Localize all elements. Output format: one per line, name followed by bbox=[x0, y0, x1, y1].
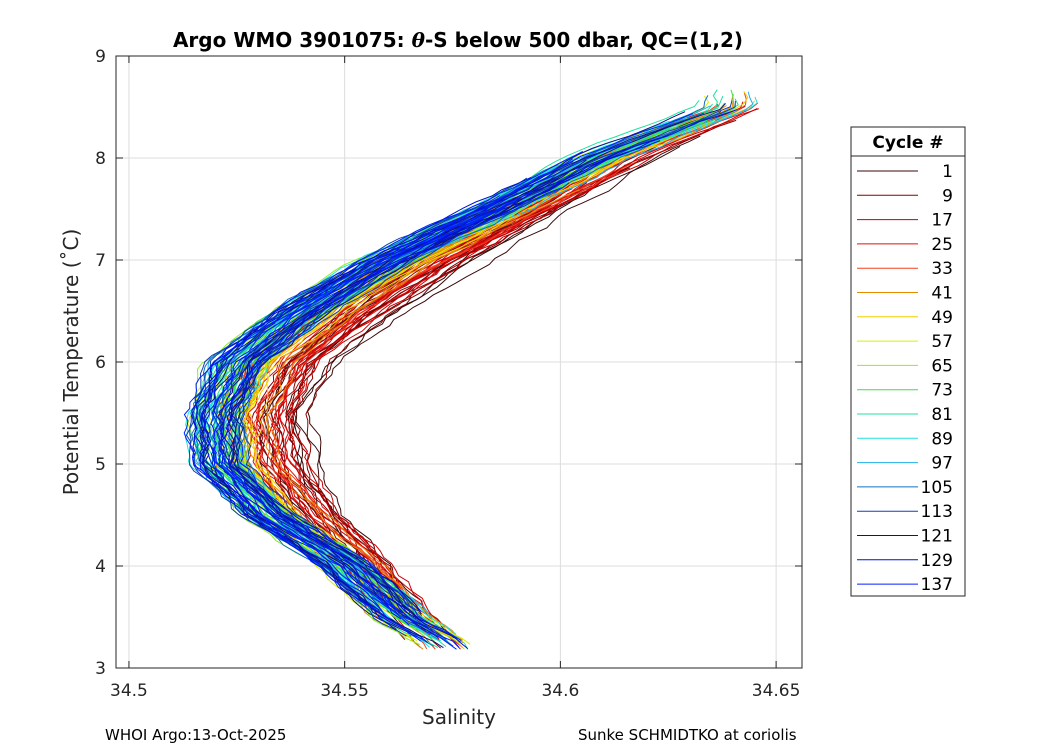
legend-label-25: 25 bbox=[931, 235, 953, 255]
profile-cycle-129 bbox=[225, 140, 661, 649]
profile-lines bbox=[183, 89, 760, 650]
legend: Cycle # 1 9 17 25 33 41 49 57 65 73 81 89 97 105 113 12… bbox=[850, 126, 966, 597]
profile-cycle-113 bbox=[238, 182, 570, 612]
profile-cycle-41 bbox=[265, 189, 579, 644]
title-prefix: Argo WMO 3901075: bbox=[173, 28, 412, 52]
profile-cycle-1 bbox=[292, 185, 593, 603]
chart-title: Argo WMO 3901075: θ-S below 500 dbar, QC… bbox=[173, 28, 743, 52]
legend-label-89: 89 bbox=[931, 429, 953, 449]
profile-cycle-17 bbox=[276, 108, 760, 617]
profile-cycle-137 bbox=[238, 187, 562, 642]
legend-label-97: 97 bbox=[931, 454, 953, 474]
title-suffix: -S below 500 dbar, QC=(1,2) bbox=[425, 28, 743, 52]
legend-items: 1 9 17 25 33 41 49 57 65 73 81 89 97 105 113 121 129 137 bbox=[857, 162, 953, 595]
legend-label-17: 17 bbox=[931, 211, 953, 231]
y-tick-label: 7 bbox=[95, 251, 106, 271]
footer-left: WHOI Argo:13-Oct-2025 bbox=[105, 726, 286, 744]
x-tick-label: 34.6 bbox=[541, 681, 579, 701]
profile-cycle-105 bbox=[191, 164, 559, 612]
axis-ticks: 34.5 34.55 34.6 34.65 3 4 5 6 7 8 9 bbox=[95, 47, 802, 701]
legend-box bbox=[850, 126, 966, 597]
x-axis-label: Salinity bbox=[422, 705, 496, 729]
profile-cycle-33 bbox=[262, 161, 636, 616]
x-tick-label: 34.5 bbox=[110, 681, 148, 701]
y-tick-label: 4 bbox=[95, 557, 106, 577]
profile-cycle-129 bbox=[200, 175, 553, 611]
legend-label-137: 137 bbox=[921, 575, 953, 595]
y-tick-label: 3 bbox=[95, 659, 106, 679]
profile-cycle-137 bbox=[202, 158, 573, 612]
legend-label-49: 49 bbox=[931, 308, 953, 328]
x-tick-label: 34.65 bbox=[752, 681, 801, 701]
footer-right: Sunke SCHMIDTKO at coriolis bbox=[578, 726, 797, 744]
legend-label-41: 41 bbox=[931, 284, 953, 304]
y-axis-label: Potential Temperature (˚C) bbox=[59, 229, 83, 496]
legend-label-1: 1 bbox=[942, 162, 953, 182]
legend-label-65: 65 bbox=[931, 356, 953, 376]
legend-label-81: 81 bbox=[931, 405, 953, 425]
legend-label-9: 9 bbox=[942, 186, 953, 206]
x-tick-label: 34.55 bbox=[320, 681, 369, 701]
profile-cycle-129 bbox=[218, 148, 626, 633]
y-tick-label: 8 bbox=[95, 149, 106, 169]
legend-label-73: 73 bbox=[931, 381, 953, 401]
profile-cycle-137 bbox=[215, 202, 514, 650]
y-tick-label: 5 bbox=[95, 455, 106, 475]
legend-label-33: 33 bbox=[931, 259, 953, 279]
legend-label-57: 57 bbox=[931, 332, 953, 352]
legend-label-129: 129 bbox=[921, 551, 953, 571]
legend-title: Cycle # bbox=[872, 133, 943, 153]
legend-label-121: 121 bbox=[921, 527, 953, 547]
profile-cycle-137 bbox=[204, 191, 532, 609]
profile-cycle-25 bbox=[284, 102, 759, 624]
legend-label-113: 113 bbox=[921, 502, 953, 522]
legend-label-105: 105 bbox=[921, 478, 953, 498]
title-theta: θ bbox=[412, 28, 426, 52]
y-tick-label: 9 bbox=[95, 47, 106, 67]
profile-cycle-137 bbox=[183, 150, 584, 642]
profile-cycle-121 bbox=[231, 103, 726, 643]
profile-cycle-129 bbox=[228, 109, 737, 612]
profile-cycle-137 bbox=[219, 200, 518, 648]
profile-cycle-17 bbox=[285, 146, 673, 650]
y-tick-label: 6 bbox=[95, 353, 106, 373]
